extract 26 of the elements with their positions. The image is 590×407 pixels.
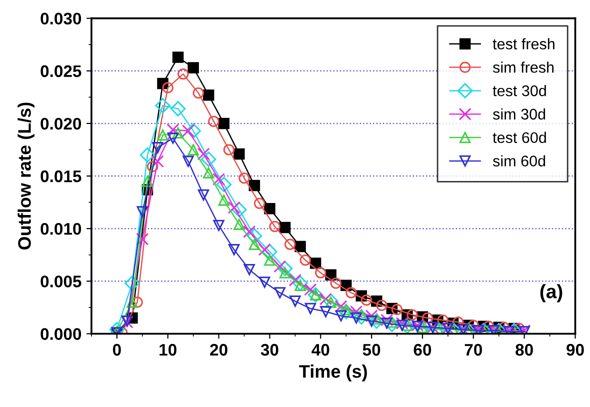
y-tick-label: 0.030 [40,12,82,25]
y-tick-label: 0.005 [40,276,82,288]
legend-label: sim 30d [492,108,546,120]
y-tick-label: 0.025 [40,65,82,78]
x-tick-label: 80 [516,344,533,356]
x-tick-label: 10 [160,344,176,356]
x-tick-label: 0 [112,344,121,356]
legend-label: test 30d [492,84,546,96]
legend-label: test fresh [492,38,554,50]
x-tick-label: 90 [566,344,584,356]
y-tick-label: 0.020 [40,118,82,130]
legend-label: test 60d [492,132,546,144]
legend-label: sim fresh [492,62,554,73]
y-axis-title: Outflow rate (L/s) [18,102,34,250]
x-tick-label: 30 [260,344,278,356]
x-tick-label: 20 [210,344,228,356]
y-tick-label: 0.000 [40,328,82,340]
x-tick-label: 50 [362,344,380,356]
x-tick-label: 60 [414,344,432,356]
x-tick-label: 70 [464,344,482,356]
x-axis-title: Time (s) [299,364,367,382]
x-tick-label: 40 [312,344,330,356]
y-tick-label: 0.015 [40,170,82,182]
annotation: (a) [540,284,562,302]
y-tick-label: 0.010 [40,223,82,235]
legend-label: sim 60d [492,155,546,166]
